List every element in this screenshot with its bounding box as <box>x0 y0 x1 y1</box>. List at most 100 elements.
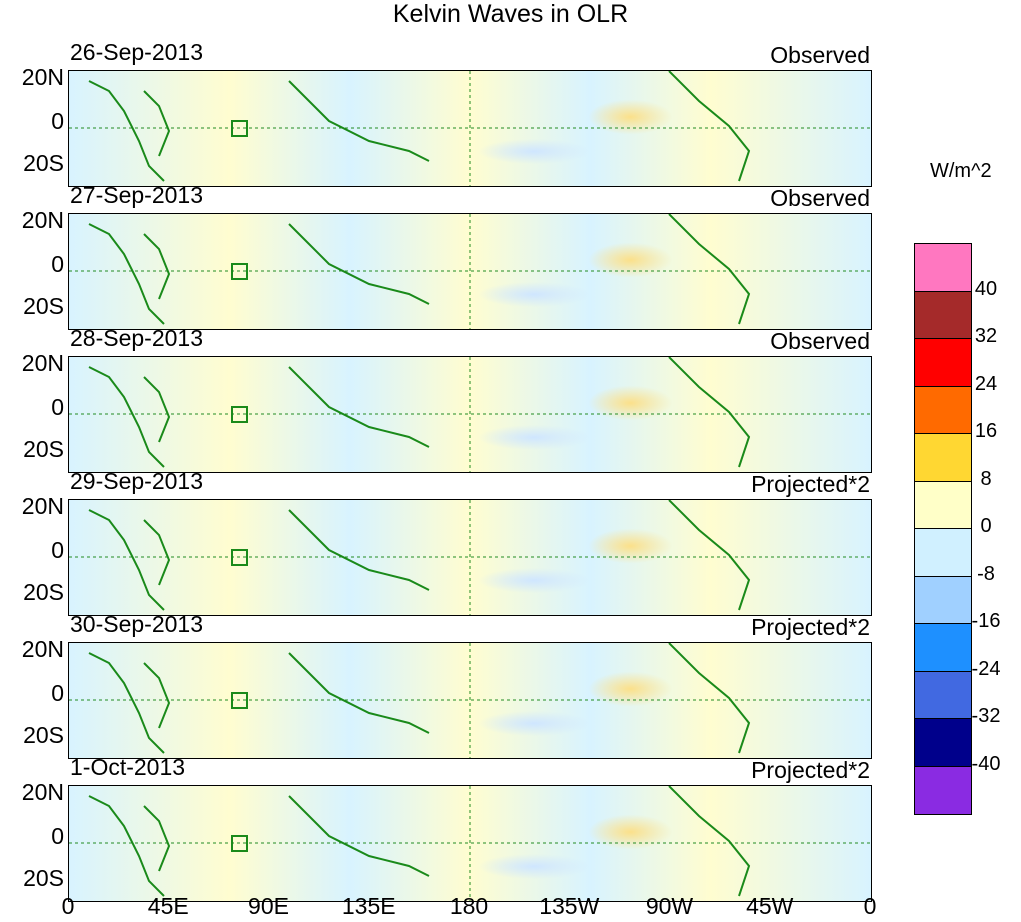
x-tick-label: 135E <box>341 893 396 919</box>
map-overlay <box>69 643 871 758</box>
panel-mode: Projected*2 <box>751 471 870 497</box>
lat-label-south: 20S <box>23 436 64 462</box>
panel-date: 1-Oct-2013 <box>70 754 186 780</box>
colorbar-swatch <box>914 480 972 529</box>
colorbar-label: 0 <box>980 515 992 537</box>
x-tick-label: 180 <box>449 893 489 919</box>
indonesia-coast <box>288 652 430 734</box>
olr-map <box>68 642 872 759</box>
map-panel: 28-Sep-2013 Observed 20N 0 20S <box>0 325 900 473</box>
panel-date: 27-Sep-2013 <box>70 182 203 208</box>
colorbar-swatch <box>914 290 972 339</box>
island-box <box>231 692 248 709</box>
americas-coast <box>668 214 751 325</box>
lat-label-equator: 0 <box>51 394 64 420</box>
colorbar-label: 16 <box>974 420 998 442</box>
africa-coast <box>88 652 171 754</box>
lat-label-north: 20N <box>21 636 64 662</box>
lat-label-equator: 0 <box>51 680 64 706</box>
panel-date: 29-Sep-2013 <box>70 468 203 494</box>
olr-map <box>68 785 872 902</box>
lat-label-south: 20S <box>23 579 64 605</box>
lat-label-south: 20S <box>23 293 64 319</box>
colorbar-swatch <box>914 243 972 292</box>
olr-map <box>68 356 872 473</box>
colorbar-swatch <box>914 765 972 815</box>
colorbar-label: -24 <box>971 657 1001 680</box>
x-tick-label: 0 <box>61 893 75 919</box>
colorbar-swatch <box>914 528 972 577</box>
panel-mode: Observed <box>770 185 870 211</box>
indonesia-coast <box>288 366 430 448</box>
map-panel: 29-Sep-2013 Projected*2 20N 0 20S <box>0 468 900 616</box>
colorbar-swatch <box>914 385 972 434</box>
colorbar-swatch <box>914 670 972 719</box>
lat-label-equator: 0 <box>51 251 64 277</box>
x-tick-label: 45E <box>147 893 189 919</box>
x-tick-label: 90W <box>645 893 694 919</box>
colorbar-swatch <box>914 623 972 672</box>
colorbar-label: 24 <box>974 372 998 395</box>
americas-coast <box>668 357 751 468</box>
x-tick-label: 0 <box>863 893 877 919</box>
africa-coast <box>88 80 171 182</box>
colorbar-label: -40 <box>971 752 1001 775</box>
lat-label-north: 20N <box>21 779 64 805</box>
colorbar-swatch <box>914 718 972 767</box>
indonesia-coast <box>288 509 430 591</box>
lat-label-north: 20N <box>21 64 64 90</box>
island-box <box>231 120 248 137</box>
colorbar-swatch <box>914 575 972 624</box>
island-box <box>231 549 248 566</box>
lat-label-equator: 0 <box>51 823 64 849</box>
panel-mode: Projected*2 <box>751 614 870 640</box>
africa-coast <box>88 223 171 325</box>
olr-map <box>68 213 872 330</box>
lat-label-south: 20S <box>23 865 64 891</box>
x-tick-label: 45W <box>746 893 794 919</box>
lat-label-north: 20N <box>21 350 64 376</box>
island-box <box>231 835 248 852</box>
lat-label-equator: 0 <box>51 537 64 563</box>
panel-mode: Projected*2 <box>751 757 870 783</box>
panel-date: 26-Sep-2013 <box>70 39 203 65</box>
island-box <box>231 263 248 280</box>
colorbar-label: 40 <box>974 277 998 300</box>
lat-label-equator: 0 <box>51 108 64 134</box>
americas-coast <box>668 643 751 754</box>
lat-label-south: 20S <box>23 722 64 748</box>
map-overlay <box>69 500 871 615</box>
panel-mode: Observed <box>770 328 870 354</box>
x-tick-label: 90E <box>248 893 289 919</box>
indonesia-coast <box>288 223 430 305</box>
colorbar-label: -8 <box>977 562 995 585</box>
americas-coast <box>668 500 751 611</box>
colorbar-label: 32 <box>974 325 998 347</box>
africa-coast <box>88 366 171 468</box>
colorbar-unit: W/m^2 <box>930 160 992 182</box>
map-overlay <box>69 214 871 329</box>
colorbar-swatch <box>914 433 972 482</box>
map-overlay <box>69 71 871 186</box>
map-panel: 27-Sep-2013 Observed 20N 0 20S <box>0 182 900 330</box>
x-tick-label: 135W <box>539 893 600 919</box>
panel-date: 28-Sep-2013 <box>70 325 203 351</box>
africa-coast <box>88 509 171 611</box>
panel-date: 30-Sep-2013 <box>70 611 203 637</box>
map-panel: 30-Sep-2013 Projected*2 20N 0 20S <box>0 611 900 759</box>
indonesia-coast <box>288 80 430 162</box>
lat-label-north: 20N <box>21 493 64 519</box>
island-box <box>231 406 248 423</box>
olr-map <box>68 70 872 187</box>
panel-mode: Observed <box>770 42 870 68</box>
map-overlay <box>69 357 871 472</box>
americas-coast <box>668 786 751 897</box>
colorbar-label: -16 <box>971 610 1001 632</box>
chart-title: Kelvin Waves in OLR <box>392 0 629 28</box>
lat-label-north: 20N <box>21 207 64 233</box>
lat-label-south: 20S <box>23 150 64 176</box>
indonesia-coast <box>288 795 430 877</box>
colorbar-swatch <box>914 338 972 387</box>
americas-coast <box>668 71 751 182</box>
map-overlay <box>69 786 871 901</box>
